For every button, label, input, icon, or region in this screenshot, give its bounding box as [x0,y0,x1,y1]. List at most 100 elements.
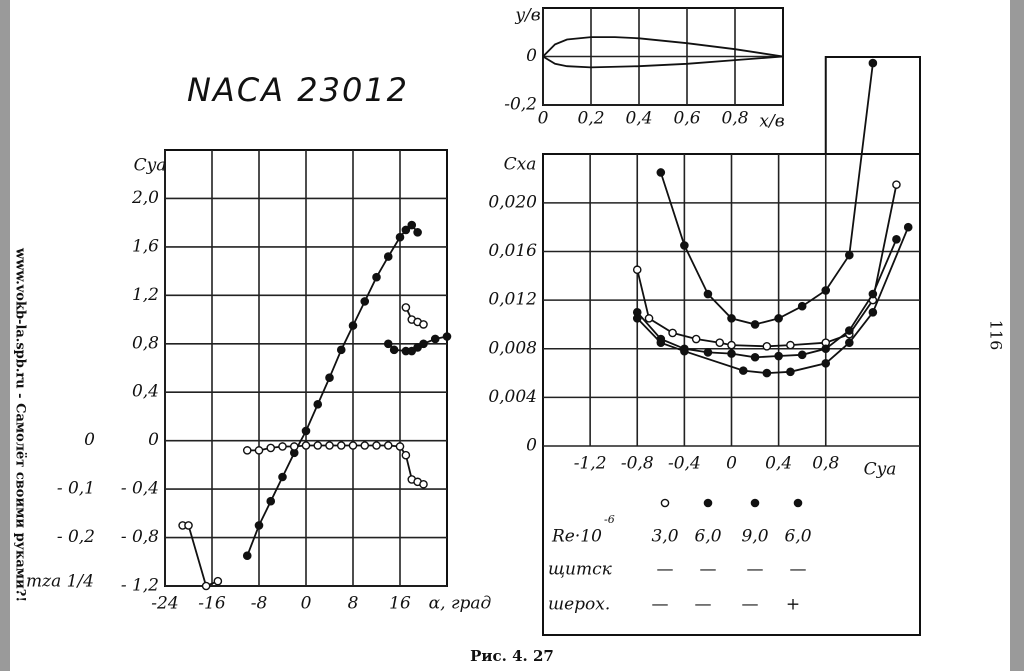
legend-symbol [703,498,713,508]
data-point [413,228,422,237]
data-point [727,314,736,323]
data-point [868,307,878,317]
rough-label: шерох. [548,595,610,615]
data-point [419,320,428,329]
series-line [246,223,419,557]
y-axis-label: Cya [134,156,167,176]
x-tick-label: 8 [348,594,359,614]
data-point [715,338,725,347]
y-tick-label: 2,0 [131,188,159,208]
data-point [703,289,713,299]
legend-re-value: 6,0 [694,527,721,547]
data-point [845,326,854,335]
x-tick-label: 0 [726,454,737,474]
legend-symbol [660,498,670,508]
data-point [184,521,193,530]
x-tick-label: 0,8 [721,109,748,129]
x-tick-label: 0,4 [625,109,652,129]
data-point [797,350,807,360]
data-point [289,442,299,451]
series-line [542,36,784,58]
y2-tick-label: - 0,1 [57,479,95,499]
data-point [821,359,831,368]
data-point [360,297,370,306]
legend-flap-value: — [657,560,674,580]
data-point [389,345,399,355]
data-point [892,235,901,244]
data-point [644,314,654,323]
data-point [242,551,252,561]
data-point [313,400,323,409]
right-border [1010,0,1024,671]
data-point [821,286,831,295]
data-point [254,521,264,530]
x-tick-label: -8 [251,594,268,614]
data-point [845,338,854,347]
page-number: 116 [987,320,1006,351]
data-point [336,441,346,450]
data-point [201,581,211,591]
data-point [750,320,760,329]
side-text: www.vokb-la.spb.ru - Самолёт своими рука… [13,247,28,602]
data-point [325,373,334,382]
x-tick-label: 0 [301,594,312,614]
data-point [383,441,393,450]
data-point [213,576,223,586]
data-point [301,441,311,450]
data-point [313,441,323,450]
data-point [360,441,370,450]
series-line [636,226,910,375]
data-point [786,367,795,377]
y-tick-label: - 0,4 [121,479,159,499]
legend-symbol [750,498,760,508]
data-point [762,368,772,378]
x-tick-label: -0,4 [668,454,701,474]
y-tick-label: 0 [526,46,537,66]
legend-flap-value: — [747,560,764,580]
y-tick-label: 0 [148,430,159,450]
x-tick-label: -1,2 [574,454,607,474]
x-axis-label: α, град [429,594,492,614]
data-point [430,334,440,344]
legend-rough-value: — [652,595,669,615]
x-tick-label: 16 [389,594,411,614]
y2-tick-label: 0 [84,430,95,450]
data-point [278,442,287,451]
series-line [542,55,784,69]
legend-re-value: 3,0 [651,527,678,547]
re-label: Re·10 [551,527,602,547]
y-tick-label: 1,6 [132,236,159,256]
data-point [395,442,405,451]
data-point [336,345,346,355]
y-tick-label: 0 [526,436,537,456]
y-tick-label: 1,2 [132,285,159,305]
x-tick-label: 0,6 [673,109,700,129]
legend-flap-value: — [700,560,717,580]
y-tick-label: 0,008 [488,338,537,358]
caption: Рис. 4. 27 [470,647,554,665]
data-point [786,340,795,350]
data-point [762,342,772,351]
data-point [868,58,878,68]
series-line [636,184,898,348]
data-point [401,450,411,460]
data-point [278,472,287,482]
data-point [680,241,689,250]
legend: Re·10 -6 щитск шерох. 3,0 6,0 9,0 6,0 — — — — — —… [548,498,812,615]
data-point [348,321,358,330]
data-point [632,314,642,323]
legend-flap-value: — [790,560,807,580]
data-point [691,334,701,344]
data-point [774,351,783,361]
data-point [442,332,452,341]
y-axis-label: y/в [514,6,540,26]
series-line [247,444,424,486]
x-axis-label: Cya [864,460,897,480]
data-point [868,289,878,299]
legend-re-value: 9,0 [741,527,768,547]
data-point [774,314,783,323]
x-tick-label: -16 [198,594,226,614]
data-point [797,301,807,311]
re-exponent: -6 [604,513,615,526]
